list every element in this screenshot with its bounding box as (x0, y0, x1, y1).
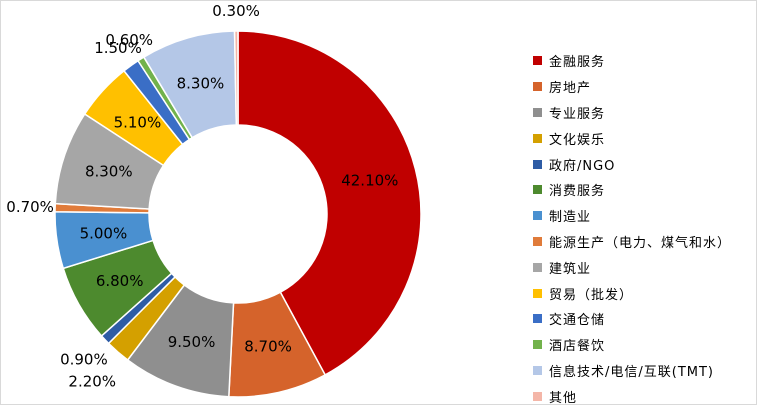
data-label-8: 8.30% (85, 163, 133, 181)
legend-item-4: 政府/NGO (533, 151, 731, 177)
data-label-3: 2.20% (68, 372, 116, 390)
legend-item-12: 信息技术/电信/互联(TMT) (533, 358, 731, 384)
legend-item-10: 交通仓储 (533, 306, 731, 332)
legend-label-2: 专业服务 (549, 106, 606, 122)
legend-swatch-4 (533, 159, 542, 169)
data-label-11: 0.60% (105, 31, 153, 49)
legend-label-9: 贸易（批发） (549, 287, 634, 303)
legend-item-9: 贸易（批发） (533, 280, 731, 306)
legend-swatch-13 (533, 391, 542, 401)
slice-0 (237, 30, 422, 376)
data-label-5: 6.80% (96, 272, 144, 290)
legend-swatch-10 (533, 314, 542, 324)
legend-swatch-12 (533, 365, 542, 375)
legend-item-11: 酒店餐饮 (533, 332, 731, 358)
legend-swatch-7 (533, 236, 542, 246)
legend-item-0: 金融服务 (533, 48, 731, 74)
legend-item-1: 房地产 (533, 74, 731, 100)
legend-label-13: 其他 (549, 390, 578, 406)
legend-item-5: 消费服务 (533, 177, 731, 203)
legend-label-6: 制造业 (549, 210, 592, 226)
slice-13 (233, 30, 239, 126)
legend-label-5: 消费服务 (549, 184, 606, 200)
legend-label-8: 建筑业 (549, 261, 592, 277)
data-label-4: 0.90% (60, 351, 108, 369)
data-label-0: 42.10% (341, 172, 398, 190)
legend-item-13: 其他 (533, 383, 731, 409)
legend-item-2: 专业服务 (533, 100, 731, 126)
data-label-13: 0.30% (212, 2, 260, 20)
data-label-7: 0.70% (6, 198, 54, 216)
legend-swatch-9 (533, 288, 542, 298)
legend-label-4: 政府/NGO (549, 158, 616, 174)
legend-swatch-2 (533, 107, 542, 117)
legend-label-0: 金融服务 (549, 55, 606, 71)
legend-item-8: 建筑业 (533, 254, 731, 280)
data-label-2: 9.50% (168, 333, 216, 351)
legend-swatch-8 (533, 262, 542, 272)
legend-label-11: 酒店餐饮 (549, 339, 606, 355)
data-label-10: 1.50% (94, 39, 142, 57)
chart-legend: 金融服务房地产专业服务文化娱乐政府/NGO 消费服务制造业能源生产（电力、煤气和水… (533, 48, 731, 409)
legend-label-12: 信息技术/电信/互联(TMT) (549, 364, 715, 380)
legend-label-10: 交通仓储 (549, 313, 606, 329)
legend-item-7: 能源生产（电力、煤气和水） (533, 229, 731, 255)
data-label-1: 8.70% (244, 338, 292, 356)
legend-swatch-0 (533, 56, 542, 66)
data-label-6: 5.00% (80, 225, 128, 243)
legend-swatch-5 (533, 185, 542, 195)
legend-swatch-6 (533, 211, 542, 221)
legend-item-3: 文化娱乐 (533, 125, 731, 151)
data-label-12: 8.30% (177, 74, 225, 92)
legend-swatch-1 (533, 82, 542, 92)
data-label-9: 5.10% (114, 113, 162, 131)
legend-label-3: 文化娱乐 (549, 132, 606, 148)
legend-item-6: 制造业 (533, 203, 731, 229)
legend-label-7: 能源生产（电力、煤气和水） (549, 235, 732, 251)
legend-label-1: 房地产 (549, 81, 592, 97)
legend-swatch-3 (533, 133, 542, 143)
legend-swatch-11 (533, 340, 542, 350)
